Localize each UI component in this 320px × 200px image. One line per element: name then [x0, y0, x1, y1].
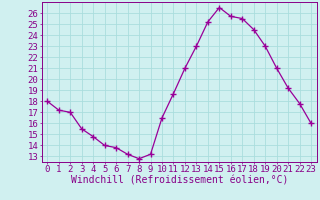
- X-axis label: Windchill (Refroidissement éolien,°C): Windchill (Refroidissement éolien,°C): [70, 176, 288, 186]
